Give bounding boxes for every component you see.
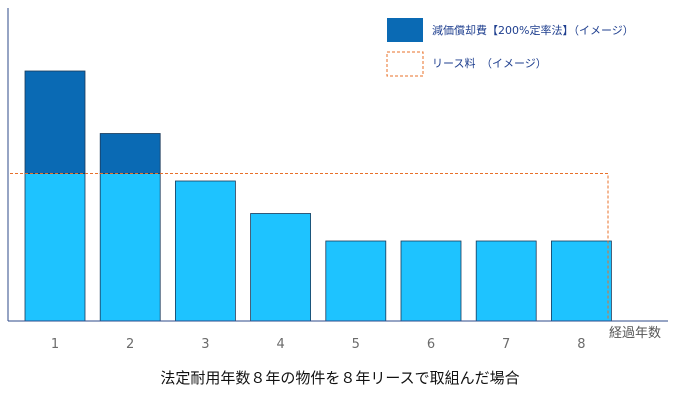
bar-lower-1 — [24, 173, 86, 322]
x-tick-label: 4 — [276, 337, 284, 352]
bar-lower-4 — [250, 213, 312, 322]
bar-lower-8 — [551, 240, 612, 322]
x-tick-label: 2 — [126, 337, 134, 352]
bar-lower-2 — [99, 173, 161, 322]
bar-upper-2 — [99, 133, 161, 174]
axes-group — [7, 8, 668, 322]
bars-group — [24, 70, 612, 322]
bar-lower-6 — [400, 240, 462, 322]
lease-group — [10, 173, 609, 321]
lease-dashed-line — [10, 173, 609, 321]
legend-label-depreciation: 減価償却費【200%定率法】（イメージ） — [432, 23, 634, 37]
x-ticks-group: 1 2 3 4 5 6 7 8 — [51, 337, 586, 352]
bar-lower-3 — [174, 180, 236, 322]
bar-lower-5 — [325, 240, 387, 322]
x-tick-label: 6 — [427, 337, 435, 352]
legend-swatch-lease — [386, 51, 424, 77]
x-tick-label: 8 — [577, 337, 585, 352]
legend-label-lease: リース料 （イメージ） — [432, 56, 547, 70]
x-axis-label: 経過年数 — [609, 326, 661, 341]
x-tick-label: 1 — [51, 337, 59, 352]
chart-caption: 法定耐用年数８年の物件を８年リースで取組んだ場合 — [160, 369, 520, 387]
bar-upper-1 — [24, 70, 86, 174]
x-tick-label: 3 — [201, 337, 209, 352]
x-tick-label: 7 — [502, 337, 510, 352]
legend-swatch-depreciation — [387, 18, 423, 42]
legend: 減価償却費【200%定率法】（イメージ） リース料 （イメージ） — [386, 18, 634, 77]
x-tick-label: 5 — [352, 337, 360, 352]
bar-lower-7 — [475, 240, 537, 322]
